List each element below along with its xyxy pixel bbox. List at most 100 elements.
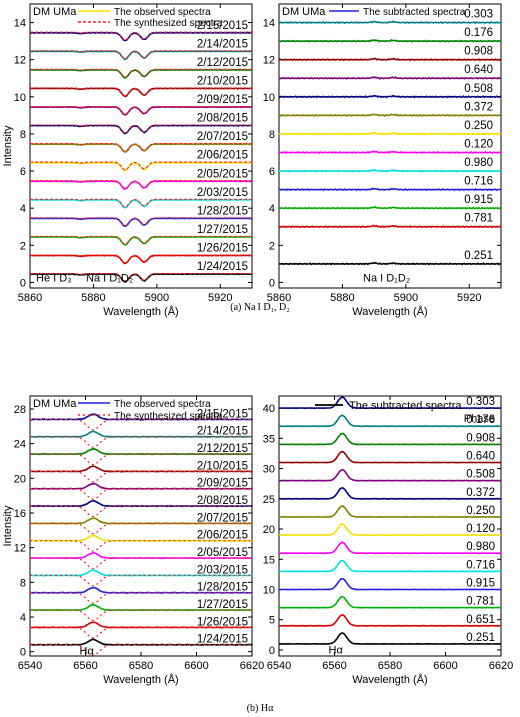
a-left-ytick-label: 4	[20, 203, 26, 215]
b-right-phase-label: 0.176	[466, 414, 495, 426]
a-left-synthesized-spectrum	[30, 198, 252, 208]
b-right-phase-label: 0.120	[466, 523, 495, 535]
b-left-synthesized-spectrum	[30, 626, 252, 639]
b-right-ytick-label: 40	[263, 403, 275, 415]
a-left-synthesized-spectrum	[30, 254, 252, 264]
a-left-date-label: 2/08/2015	[197, 113, 248, 125]
b-right-phase-label: 0.651	[466, 614, 495, 626]
b-right-subtracted-spectrum	[278, 578, 502, 591]
a-right-xtick-label: 5920	[457, 292, 481, 304]
a-right-xtick-label: 5880	[330, 292, 354, 304]
b-left-ytick-label: 24	[14, 439, 26, 451]
b-left-star-name: DM UMa	[33, 398, 77, 410]
a-right-phase-label: 0.303	[464, 9, 493, 21]
b-left-synthesized-spectrum	[30, 574, 252, 587]
b-right-phase-label: 0.781	[466, 596, 495, 608]
a-left-xtick-label: 5880	[81, 292, 105, 304]
b-left-synthesized-spectrum	[30, 470, 252, 483]
a-right-xtick-label: 5860	[267, 292, 291, 304]
panel-b-right: 6540 6560 6580 6600 6620 0 5 10 15 20 25 30 35 40 Wave…	[263, 395, 513, 686]
a-right-subtracted-spectrum	[278, 20, 501, 25]
b-left-xtick-label: 6620	[240, 660, 264, 672]
b-right-subtracted-spectrum	[278, 595, 502, 609]
a-left-xlabel: Wavelength (Å)	[103, 305, 178, 318]
b-left-synthesized-spectrum	[30, 488, 252, 500]
a-left-date-label: 2/07/2015	[197, 131, 248, 143]
b-right-phase-label: 0.915	[466, 577, 495, 589]
a-left-ytick-label: 12	[14, 55, 26, 67]
b-left-date-label: 2/14/2015	[197, 426, 248, 438]
b-right-phase-label: 0.372	[466, 487, 495, 499]
b-right-xtick-label: 6580	[378, 660, 402, 672]
a-right-subtracted-spectrum	[278, 38, 502, 43]
b-right-subtracted-spectrum	[278, 487, 502, 500]
b-left-date-label: 2/15/2015	[197, 408, 248, 420]
a-left-synthesized-spectrum	[30, 143, 252, 152]
a-left-date-label: 2/12/2015	[197, 57, 248, 69]
a-left-ytick-label: 10	[14, 92, 26, 104]
b-left-date-label: 1/26/2015	[197, 616, 248, 628]
a-left-synthesized-spectrum	[30, 105, 252, 115]
b-right-subtracted-spectrum	[278, 632, 502, 645]
b-left-synthesized-spectrum	[30, 609, 252, 622]
b-left-synthesized-spectrum	[30, 505, 252, 518]
a-right-phase-label: 0.640	[464, 64, 493, 76]
a-right-xlabel: Wavelength (Å)	[352, 305, 427, 318]
b-left-synthesized-spectrum	[30, 522, 252, 535]
b-left-date-label: 2/10/2015	[197, 460, 248, 472]
b-right-subtracted-spectrum	[279, 432, 502, 446]
a-right-ytick-label: 8	[269, 129, 275, 141]
a-left-date-label: 1/27/2015	[197, 224, 248, 236]
a-left-synthesized-spectrum	[30, 180, 252, 190]
a-left-ylabel: Intensity	[2, 125, 14, 166]
a-left-synthesized-spectrum	[30, 124, 252, 134]
a-left-observed-spectrum	[29, 235, 253, 246]
b-left-ytick-label: 4	[20, 612, 26, 624]
b-right-phase-label: 0.250	[466, 505, 495, 517]
a-right-ytick-label: 4	[269, 203, 275, 215]
b-left-ytick-label: 8	[20, 577, 26, 589]
b-left-synthesized-spectrum	[30, 436, 252, 448]
b-right-ytick-label: 0	[269, 645, 275, 657]
a-right-phase-label: 0.781	[464, 213, 493, 225]
a-right-subtracted-spectrum	[278, 57, 502, 62]
b-right-subtracted-spectrum	[278, 523, 501, 537]
a-right-phase-label: 0.372	[464, 101, 493, 113]
a-left-date-label: 1/26/2015	[197, 243, 248, 255]
a-right-ytick-label: 2	[269, 240, 275, 252]
caption-a: (a) Na I D₁, D₂	[230, 302, 290, 313]
b-left-ylabel: Intensity	[2, 505, 14, 546]
a-left-synthesized-spectrum	[30, 31, 252, 41]
panel-b-left: 6540 6560 6580 6600 6620 0 4 8 12 16 20 24 28 Wavelen…	[2, 395, 264, 686]
a-right-subtracted-spectrum	[278, 150, 502, 155]
b-right-phase-label: 0.251	[466, 632, 495, 644]
b-right-phase-label: 0.303	[466, 396, 495, 408]
a-left-synthesized-spectrum	[30, 217, 252, 227]
b-right-ytick-label: 10	[263, 584, 275, 596]
a-right-phase-label: 0.915	[464, 194, 493, 206]
b-left-annotation-halpha: Hα	[80, 645, 95, 657]
b-left-legend-observed: The observed spectra	[114, 399, 211, 410]
a-right-subtracted-spectrum	[278, 113, 502, 118]
b-left-synthesized-spectrum	[30, 644, 252, 656]
b-right-phase-label: 0.508	[466, 469, 495, 481]
a-left-xtick-label: 5860	[18, 292, 42, 304]
b-right-ytick-label: 30	[263, 464, 275, 476]
a-right-phase-label: 0.716	[464, 176, 493, 188]
a-left-annotation-he: He I D₃	[36, 273, 72, 285]
a-left-date-label: 2/06/2015	[197, 150, 248, 162]
a-left-synthesized-spectrum	[30, 272, 252, 282]
b-left-date-label: 1/28/2015	[197, 582, 248, 594]
a-right-xtick-label: 5900	[394, 292, 418, 304]
a-left-date-label: 2/15/2015	[197, 20, 248, 32]
a-left-xtick-label: 5900	[145, 292, 169, 304]
panel-a-left: 5860 5880 5900 5920 0 2 4 6 8 10 12 14 Wavelength (Å…	[2, 3, 253, 318]
a-left-date-label: 2/14/2015	[197, 38, 248, 50]
b-left-ytick-label: 28	[14, 404, 26, 416]
a-right-phase-label: 0.508	[464, 83, 493, 95]
b-right-ytick-label: 5	[269, 615, 275, 627]
b-left-ytick-label: 16	[14, 508, 26, 520]
a-right-subtracted-spectrum	[278, 131, 502, 136]
a-right-star-name: DM UMa	[282, 6, 326, 18]
